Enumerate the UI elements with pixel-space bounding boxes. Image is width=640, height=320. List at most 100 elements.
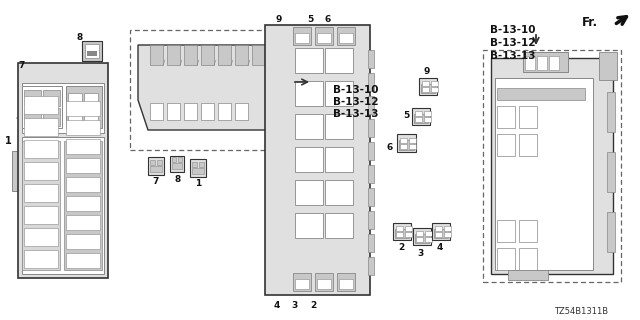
Bar	[607, 92, 615, 132]
Bar	[395, 229, 409, 238]
Circle shape	[343, 96, 347, 100]
Bar	[190, 159, 206, 177]
Bar	[274, 43, 284, 128]
Bar	[497, 134, 515, 156]
Bar	[422, 81, 429, 86]
Bar	[26, 218, 56, 222]
Bar	[325, 180, 353, 205]
Bar	[24, 140, 58, 158]
Circle shape	[327, 195, 331, 199]
Bar	[424, 117, 431, 122]
Bar	[549, 56, 559, 70]
Circle shape	[275, 32, 285, 42]
Bar	[26, 256, 56, 260]
Text: 6: 6	[325, 15, 331, 25]
Bar	[405, 232, 412, 237]
Bar	[415, 117, 422, 122]
Polygon shape	[138, 45, 282, 130]
Bar	[172, 157, 176, 162]
Bar	[43, 108, 60, 126]
Bar	[26, 262, 56, 266]
Bar	[66, 253, 100, 268]
Bar	[400, 138, 407, 143]
Bar	[66, 215, 100, 230]
Bar	[497, 220, 515, 242]
Circle shape	[327, 63, 331, 67]
Bar	[523, 52, 568, 72]
Circle shape	[305, 162, 309, 166]
Bar	[66, 120, 100, 135]
Bar	[368, 73, 374, 91]
Bar	[415, 111, 422, 116]
Bar	[607, 152, 615, 192]
Bar	[22, 86, 62, 128]
Bar	[295, 279, 309, 289]
Bar	[416, 237, 423, 242]
Bar	[368, 142, 374, 160]
Bar	[192, 168, 204, 174]
Bar	[24, 108, 41, 126]
Text: 9: 9	[424, 67, 430, 76]
Bar	[22, 141, 60, 270]
Bar	[412, 108, 430, 125]
Bar	[170, 156, 184, 172]
Bar	[252, 45, 265, 65]
Bar	[157, 160, 162, 165]
Bar	[368, 96, 374, 114]
Bar	[400, 144, 407, 149]
Bar	[325, 114, 353, 139]
Bar	[43, 90, 60, 106]
Bar	[26, 174, 56, 178]
Bar	[337, 27, 355, 45]
Text: 4: 4	[437, 244, 443, 252]
Bar	[315, 273, 333, 291]
Bar	[295, 48, 323, 73]
Bar	[434, 229, 448, 238]
Circle shape	[305, 195, 309, 199]
Bar	[325, 147, 353, 172]
Bar	[22, 83, 104, 133]
Text: 6: 6	[387, 142, 393, 151]
Bar	[26, 108, 56, 112]
Bar	[397, 134, 416, 152]
Bar	[178, 157, 182, 162]
Bar	[24, 250, 58, 268]
Circle shape	[297, 129, 301, 133]
Bar	[22, 137, 104, 274]
Circle shape	[313, 195, 317, 199]
Bar	[199, 162, 204, 167]
Bar	[295, 213, 323, 238]
Circle shape	[327, 129, 331, 133]
Text: 5: 5	[307, 15, 313, 25]
Bar	[295, 180, 323, 205]
Bar	[295, 33, 309, 43]
Circle shape	[313, 162, 317, 166]
Text: B-13-12: B-13-12	[333, 97, 378, 107]
Bar	[26, 240, 56, 244]
Bar	[293, 273, 311, 291]
Bar	[317, 279, 331, 289]
Circle shape	[305, 129, 309, 133]
Bar	[68, 109, 82, 125]
Circle shape	[335, 129, 339, 133]
Bar	[172, 163, 182, 169]
Bar	[295, 81, 323, 106]
Bar	[66, 139, 100, 154]
Bar	[607, 212, 615, 252]
Bar	[435, 232, 442, 237]
Bar	[444, 226, 451, 231]
Bar	[24, 162, 58, 180]
Bar	[66, 86, 102, 128]
Bar	[399, 140, 414, 150]
Circle shape	[313, 228, 317, 232]
Circle shape	[335, 228, 339, 232]
Circle shape	[327, 162, 331, 166]
Circle shape	[343, 195, 347, 199]
Bar	[416, 231, 423, 236]
Bar	[508, 270, 548, 280]
Bar	[66, 196, 100, 211]
Bar	[66, 158, 100, 173]
Bar	[295, 114, 323, 139]
Circle shape	[297, 228, 301, 232]
Bar	[413, 228, 431, 245]
